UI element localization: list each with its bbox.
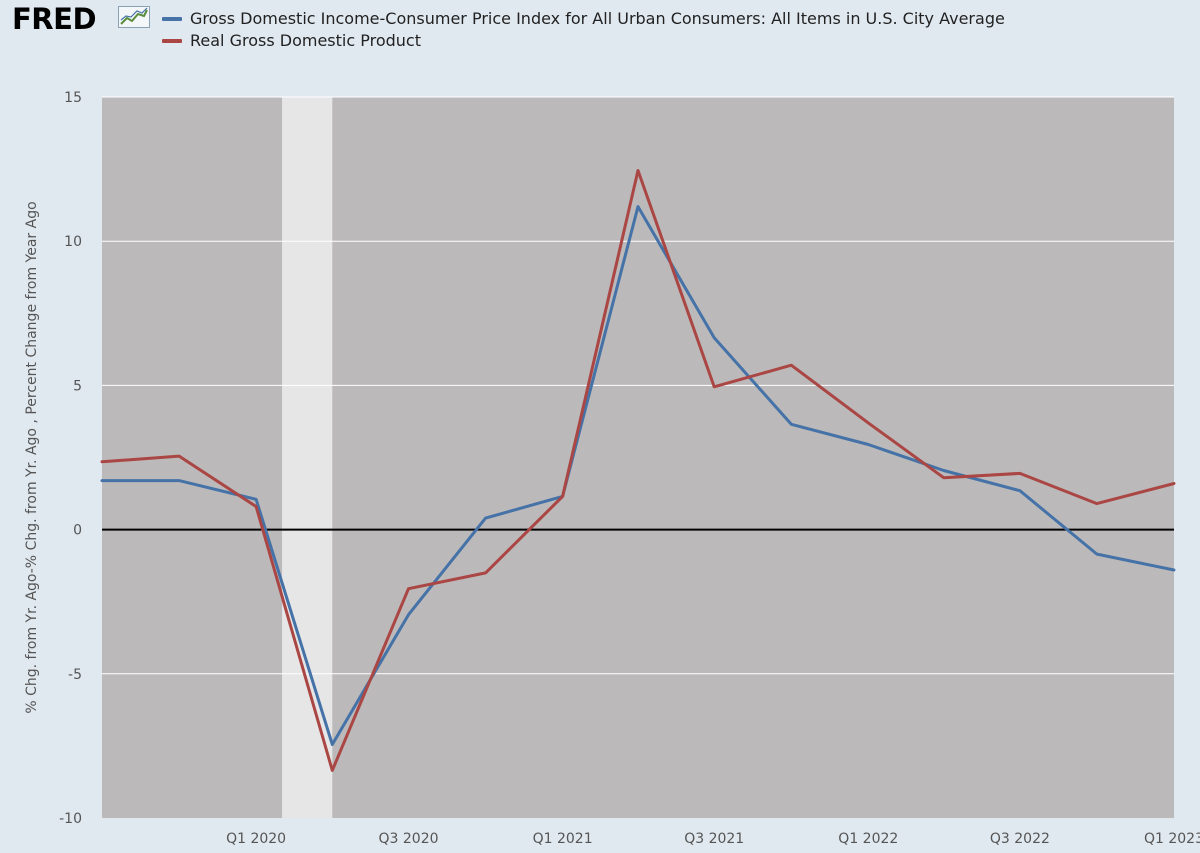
legend-label-real-gdp: Real Gross Domestic Product [190,31,421,50]
y-tick-label: 5 [73,378,82,394]
chart-legend: Gross Domestic Income-Consumer Price Ind… [162,8,1022,52]
series-line-gdi-cpi[interactable] [100,205,1176,746]
x-tick-label: Q1 2021 [533,831,593,847]
y-axis-ticks: 15 10 5 0 -5 -10 [59,90,82,827]
y-tick-label: 0 [73,523,82,539]
plot-area [102,97,1174,818]
y-tick-label: 15 [64,90,82,106]
series-line-real-gdp[interactable] [100,169,1176,772]
x-axis-ticks: Q1 2020 Q3 2020 Q1 2021 Q3 2021 Q1 2022 Q3 20… [226,831,1200,847]
x-tick-label: Q3 2020 [379,831,439,847]
x-tick-label: Q1 2022 [838,831,898,847]
x-tick-label: Q1 2023 [1144,831,1200,847]
y-tick-label: -5 [68,667,82,683]
series-layer [100,169,1176,772]
trend-line-icon [118,6,150,28]
x-tick-label: Q1 2020 [226,831,286,847]
legend-item-gdi-cpi[interactable]: Gross Domestic Income-Consumer Price Ind… [162,8,1022,30]
x-tick-label: Q3 2021 [684,831,744,847]
y-tick-label: -10 [59,811,82,827]
y-axis-label: % Chg. from Yr. Ago-% Chg. from Yr. Ago … [24,201,40,713]
legend-label-gdi-cpi: Gross Domestic Income-Consumer Price Ind… [190,9,1005,28]
legend-item-real-gdp[interactable]: Real Gross Domestic Product [162,30,1022,52]
fred-logo[interactable]: FRED [12,2,97,36]
x-tick-label: Q3 2022 [990,831,1050,847]
chart-header: FRED Gross Domestic Income-Consumer Pric… [0,0,1200,90]
recession-band [282,97,333,818]
legend-swatch-real-gdp [162,39,182,43]
y-tick-label: 10 [64,234,82,250]
legend-swatch-gdi-cpi [162,17,182,21]
grid-lines [102,96,1174,675]
